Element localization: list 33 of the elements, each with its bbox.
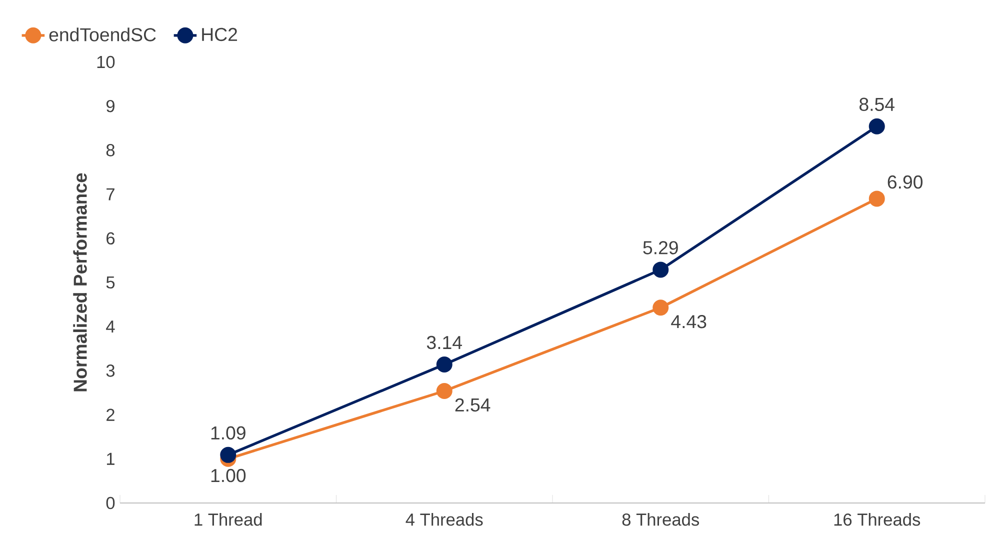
x-tick-label: 16 Threads	[834, 513, 920, 526]
x-tick-label: 1 Thread	[194, 513, 262, 526]
data-label: 6.90	[888, 175, 923, 189]
y-tick-label: 3	[106, 364, 115, 377]
y-tick-label: 2	[106, 408, 114, 421]
x-tick-label: 8 Threads	[622, 513, 700, 526]
data-label: 1.00	[211, 468, 246, 482]
y-tick-label: 0	[106, 496, 115, 510]
data-label: 5.29	[643, 241, 678, 254]
data-label: 3.14	[426, 336, 462, 350]
y-tick-label: 1	[106, 452, 114, 465]
data-label: 4.43	[671, 314, 706, 328]
legend-label: endToendSC	[49, 28, 156, 42]
y-tick-label: 5	[106, 276, 115, 289]
point	[220, 446, 236, 463]
y-tick-label: 9	[106, 100, 114, 112]
data-label: 1.09	[211, 426, 246, 440]
y-tick-label: 10	[97, 56, 115, 68]
x-tick-label: 4 Threads	[406, 513, 483, 526]
point	[652, 300, 669, 316]
y-tick-label: 7	[106, 188, 114, 200]
data-label: 2.54	[455, 398, 490, 412]
y-axis-title: Normalized Performance	[73, 173, 87, 392]
legend-label: HC2	[202, 28, 238, 42]
point	[436, 382, 452, 399]
y-tick-label: 4	[106, 320, 115, 333]
point	[868, 190, 885, 207]
point	[652, 262, 669, 278]
y-tick-label: 8	[106, 144, 115, 156]
y-tick-label: 6	[106, 232, 115, 245]
point	[436, 356, 452, 373]
data-label: 8.54	[860, 98, 894, 112]
point	[868, 118, 885, 134]
